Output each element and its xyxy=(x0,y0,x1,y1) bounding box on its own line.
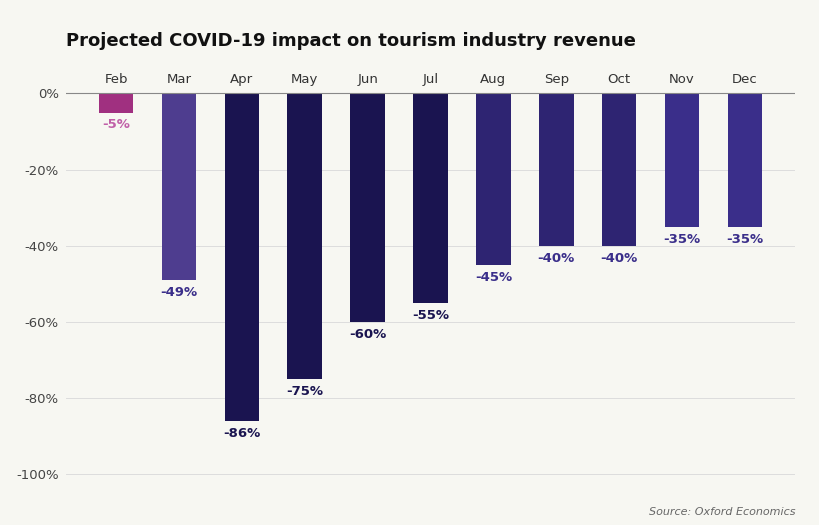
Text: Nov: Nov xyxy=(668,73,694,86)
Bar xyxy=(98,93,133,112)
Text: -5%: -5% xyxy=(102,118,130,131)
Text: -55%: -55% xyxy=(411,309,449,322)
Bar xyxy=(161,93,196,280)
Bar xyxy=(538,93,572,246)
Text: -75%: -75% xyxy=(286,385,323,398)
Text: -86%: -86% xyxy=(223,427,260,440)
Bar xyxy=(287,93,322,379)
Bar xyxy=(476,93,510,265)
Text: -35%: -35% xyxy=(726,233,762,246)
Text: -49%: -49% xyxy=(161,286,197,299)
Bar xyxy=(601,93,636,246)
Text: Apr: Apr xyxy=(230,73,253,86)
Bar xyxy=(413,93,447,303)
Text: May: May xyxy=(291,73,318,86)
Text: Oct: Oct xyxy=(607,73,630,86)
Text: -35%: -35% xyxy=(663,233,699,246)
Bar xyxy=(726,93,762,227)
Text: Source: Oxford Economics: Source: Oxford Economics xyxy=(648,507,794,517)
Text: Jun: Jun xyxy=(357,73,378,86)
Bar xyxy=(664,93,699,227)
Text: Mar: Mar xyxy=(166,73,191,86)
Text: Aug: Aug xyxy=(480,73,506,86)
Text: -40%: -40% xyxy=(537,251,574,265)
Bar xyxy=(224,93,259,421)
Text: Feb: Feb xyxy=(104,73,128,86)
Text: -60%: -60% xyxy=(349,328,386,341)
Text: -45%: -45% xyxy=(474,270,511,284)
Text: Sep: Sep xyxy=(543,73,568,86)
Text: Dec: Dec xyxy=(731,73,757,86)
Bar xyxy=(350,93,384,322)
Text: -40%: -40% xyxy=(600,251,637,265)
Text: Projected COVID-19 impact on tourism industry revenue: Projected COVID-19 impact on tourism ind… xyxy=(66,33,635,50)
Text: Jul: Jul xyxy=(422,73,438,86)
